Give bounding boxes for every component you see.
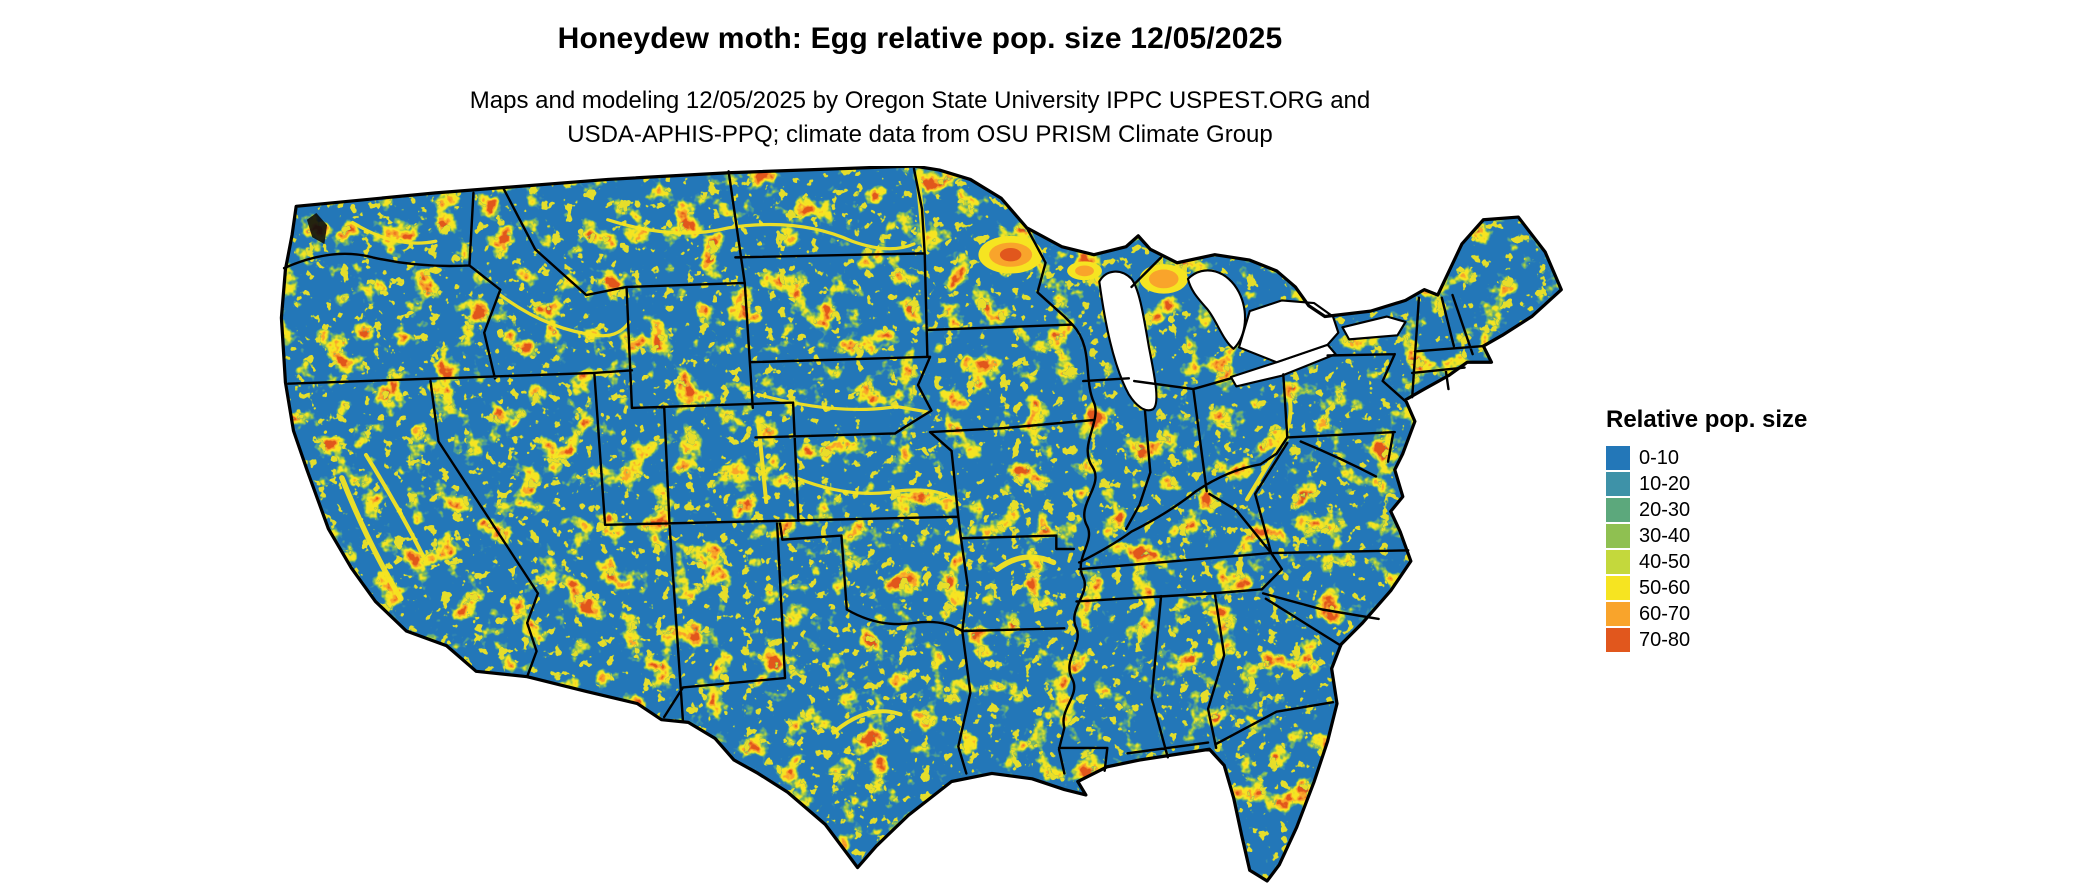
lake-michigan xyxy=(1098,270,1158,412)
legend-label: 30-40 xyxy=(1639,524,1691,547)
legend-item: 10-20 xyxy=(1606,472,1807,496)
high-population-hotspots xyxy=(978,235,1188,294)
legend-item: 50-60 xyxy=(1606,576,1807,600)
great-lakes xyxy=(1098,269,1407,412)
legend-item: 20-30 xyxy=(1606,498,1807,522)
state-boundaries xyxy=(282,167,1485,775)
us-map-container xyxy=(272,166,1568,885)
legend-item: 0-10 xyxy=(1606,446,1807,470)
legend-item: 60-70 xyxy=(1606,602,1807,626)
legend-label: 70-80 xyxy=(1639,628,1691,651)
legend: Relative pop. size 0-10 10-20 20-30 30-4… xyxy=(1606,406,1807,654)
legend-label: 20-30 xyxy=(1639,498,1691,521)
legend-swatch xyxy=(1606,524,1630,548)
legend-swatch xyxy=(1606,602,1630,626)
legend-swatch xyxy=(1606,550,1630,574)
legend-label: 50-60 xyxy=(1639,576,1691,599)
legend-item: 40-50 xyxy=(1606,550,1807,574)
lake-huron xyxy=(1186,269,1247,350)
puget-sound xyxy=(306,213,328,244)
page-title: Honeydew moth: Egg relative pop. size 12… xyxy=(557,22,1283,55)
legend-swatch xyxy=(1606,472,1630,496)
legend-swatch xyxy=(1606,628,1630,652)
legend-items: 0-10 10-20 20-30 30-40 40-50 50-60 60-70… xyxy=(1606,446,1807,652)
legend-swatch xyxy=(1606,446,1630,470)
legend-title: Relative pop. size xyxy=(1606,406,1808,433)
legend-item: 30-40 xyxy=(1606,524,1807,548)
legend-label: 60-70 xyxy=(1639,602,1691,625)
us-map xyxy=(279,166,1563,883)
legend-label: 10-20 xyxy=(1639,472,1691,495)
legend-swatch xyxy=(1606,576,1630,600)
lake-ontario xyxy=(1341,315,1407,341)
legend-label: 40-50 xyxy=(1639,550,1691,573)
population-raster xyxy=(281,166,1562,881)
page-subtitle: Maps and modeling 12/05/2025 by Oregon S… xyxy=(0,84,1840,152)
legend-swatch xyxy=(1606,498,1630,522)
raster-fine-speckle-yellow xyxy=(281,166,1562,881)
river-high-population-bands xyxy=(339,174,1293,733)
subtitle-line-1: Maps and modeling 12/05/2025 by Oregon S… xyxy=(469,87,1371,114)
subtitle-line-2: USDA-APHIS-PPQ; climate data from OSU PR… xyxy=(567,121,1273,148)
legend-label: 0-10 xyxy=(1639,446,1680,469)
legend-item: 70-80 xyxy=(1606,628,1807,652)
